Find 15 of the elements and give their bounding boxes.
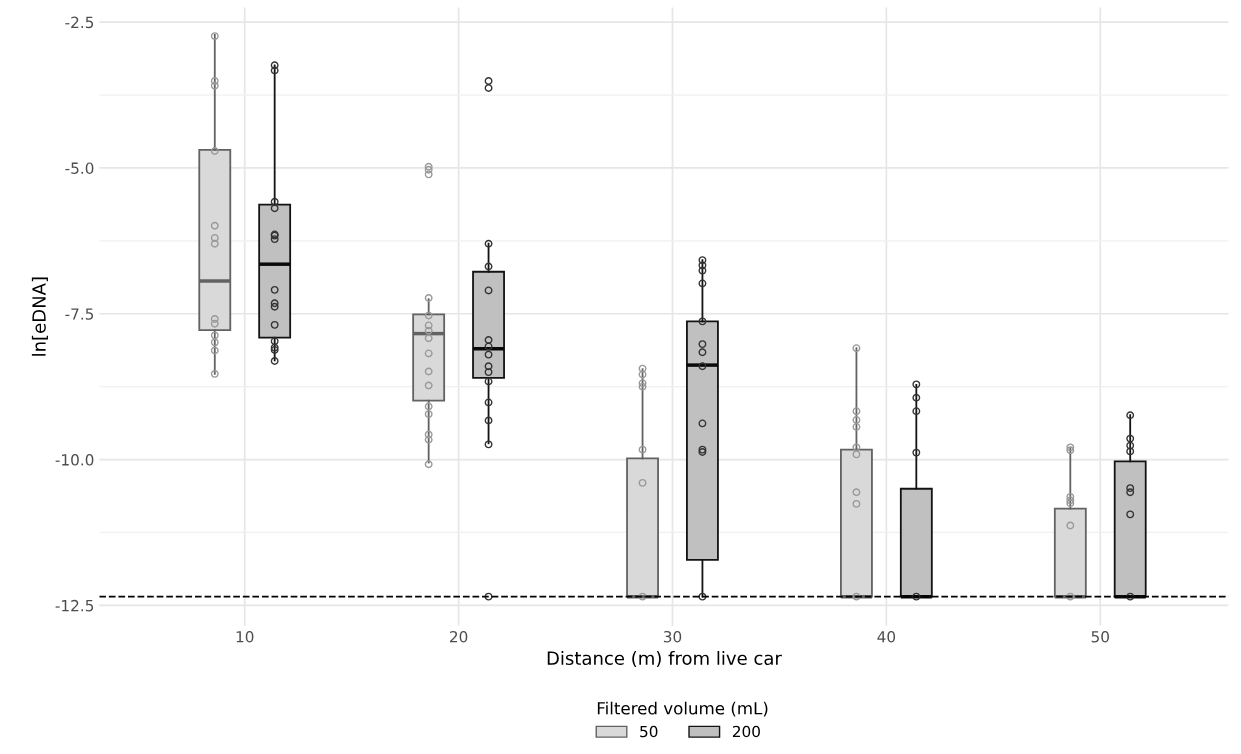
x-tick-label: 50 xyxy=(1091,630,1109,643)
y-tick-label: -12.5 xyxy=(55,599,94,612)
y-tick-label: -7.5 xyxy=(65,308,94,320)
legend-label: 50 xyxy=(640,725,658,738)
y-tick-label: -2.5 xyxy=(65,16,94,29)
y-axis-title: ln[eDNA] xyxy=(31,277,48,356)
x-tick-label: 10 xyxy=(236,630,254,643)
x-tick-label: 40 xyxy=(877,630,896,643)
x-tick-label: 30 xyxy=(663,630,682,643)
legend-label: 200 xyxy=(732,725,760,738)
x-tick-label: 20 xyxy=(450,630,468,643)
x-axis-title: Distance (m) from live car xyxy=(547,651,782,668)
y-tick-label: -5.0 xyxy=(65,162,94,174)
y-tick-label: -10.0 xyxy=(55,454,94,466)
legend-title: Filtered volume (mL) xyxy=(597,701,768,717)
